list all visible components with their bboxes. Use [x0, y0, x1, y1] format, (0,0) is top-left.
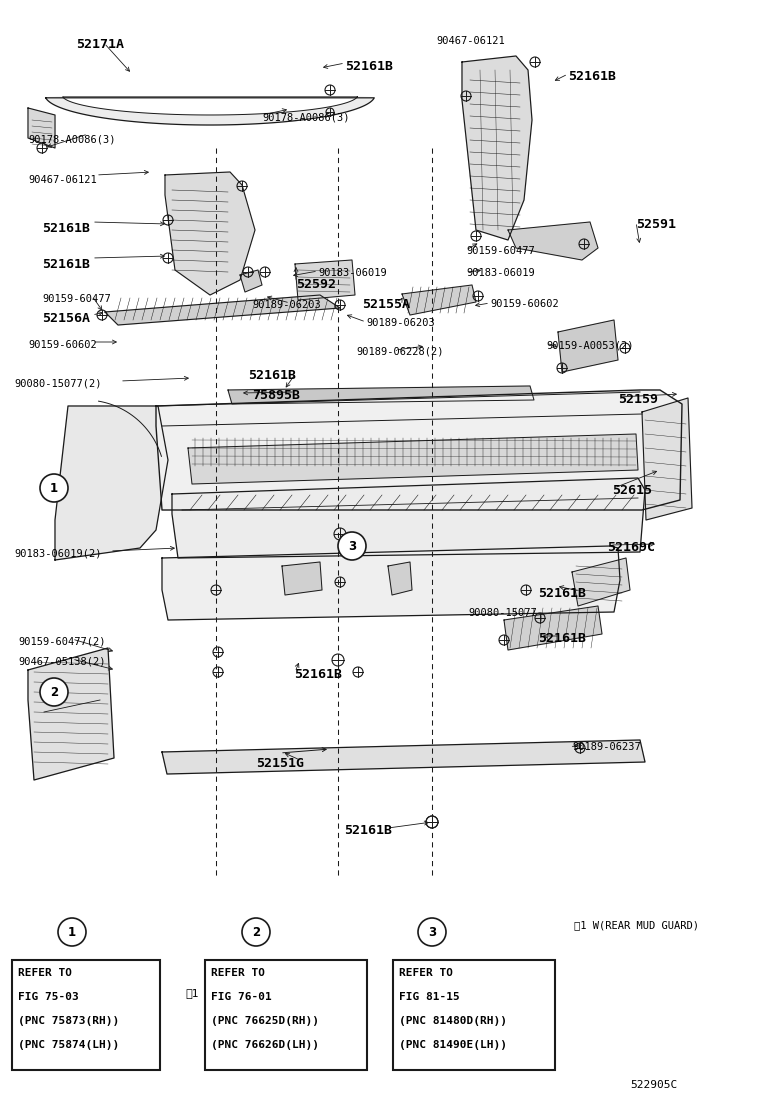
Text: 90189-06203: 90189-06203 — [252, 300, 321, 310]
Text: 90159-60477: 90159-60477 — [466, 246, 535, 256]
Polygon shape — [28, 648, 114, 780]
Circle shape — [418, 919, 446, 946]
Text: 90159-60602: 90159-60602 — [490, 299, 559, 309]
Text: 52591: 52591 — [636, 218, 676, 231]
Text: 52161B: 52161B — [294, 668, 342, 681]
Text: 90159-60602: 90159-60602 — [28, 340, 97, 350]
Text: 90467-06121: 90467-06121 — [28, 175, 97, 185]
Text: 52161B: 52161B — [344, 824, 392, 837]
Text: 52171A: 52171A — [76, 38, 124, 51]
Text: 90159-A0053(2): 90159-A0053(2) — [546, 340, 634, 350]
Polygon shape — [402, 285, 476, 315]
Polygon shape — [508, 222, 598, 260]
Text: 52151G: 52151G — [256, 757, 304, 770]
Text: 52161B: 52161B — [568, 70, 616, 83]
Text: 90183-06019(2): 90183-06019(2) — [14, 548, 102, 558]
Text: (PNC 81490E(LH)): (PNC 81490E(LH)) — [399, 1040, 507, 1050]
Text: FIG 81-15: FIG 81-15 — [399, 992, 460, 1002]
Circle shape — [242, 919, 270, 946]
Polygon shape — [46, 97, 374, 125]
Polygon shape — [162, 546, 620, 620]
Text: 52161B: 52161B — [345, 60, 393, 73]
Polygon shape — [388, 562, 412, 595]
Polygon shape — [240, 270, 262, 292]
Polygon shape — [172, 478, 645, 558]
Text: 52615: 52615 — [612, 484, 652, 497]
Text: 3: 3 — [348, 539, 356, 553]
Text: FIG 76-01: FIG 76-01 — [211, 992, 272, 1002]
Text: 52161B: 52161B — [42, 258, 90, 271]
Text: REFER TO: REFER TO — [399, 969, 453, 977]
Text: 52161B: 52161B — [538, 632, 586, 645]
Text: 90467-05138(2): 90467-05138(2) — [18, 656, 106, 666]
Polygon shape — [228, 386, 534, 404]
Text: (PNC 75873(RH)): (PNC 75873(RH)) — [18, 1016, 119, 1026]
Text: (PNC 76625D(RH)): (PNC 76625D(RH)) — [211, 1016, 319, 1026]
Text: 52592: 52592 — [296, 278, 336, 291]
Text: (PNC 75874(LH)): (PNC 75874(LH)) — [18, 1040, 119, 1050]
Text: 75895B: 75895B — [252, 389, 300, 403]
Polygon shape — [165, 172, 255, 295]
Text: 2: 2 — [252, 925, 260, 939]
Polygon shape — [295, 260, 355, 300]
Polygon shape — [156, 390, 682, 510]
Polygon shape — [188, 434, 638, 484]
Text: 3: 3 — [428, 925, 436, 939]
Text: 522905C: 522905C — [630, 1080, 677, 1090]
Text: ※1 W(REAR MUD GUARD): ※1 W(REAR MUD GUARD) — [574, 920, 699, 930]
Circle shape — [40, 678, 68, 706]
Circle shape — [338, 532, 366, 560]
Text: 90178-A0086(3): 90178-A0086(3) — [28, 135, 116, 143]
Text: 90467-06121: 90467-06121 — [436, 36, 505, 46]
Text: 90183-06019: 90183-06019 — [318, 268, 387, 278]
Text: 90189-06228(2): 90189-06228(2) — [356, 347, 444, 357]
Text: REFER TO: REFER TO — [211, 969, 265, 977]
Text: ※1: ※1 — [185, 987, 198, 997]
Text: 90159-60477: 90159-60477 — [42, 294, 111, 304]
Text: 90080-15077: 90080-15077 — [468, 608, 537, 618]
Text: 90080-15077(2): 90080-15077(2) — [14, 378, 102, 388]
FancyBboxPatch shape — [12, 960, 160, 1070]
Text: 52156A: 52156A — [42, 312, 90, 325]
Text: 52161B: 52161B — [248, 369, 296, 383]
Polygon shape — [504, 606, 602, 651]
Polygon shape — [572, 558, 630, 606]
Text: 52169C: 52169C — [607, 542, 655, 554]
Text: REFER TO: REFER TO — [18, 969, 72, 977]
Text: FIG 75-03: FIG 75-03 — [18, 992, 79, 1002]
Text: 52159: 52159 — [618, 393, 658, 406]
Text: 52161B: 52161B — [538, 587, 586, 600]
Polygon shape — [558, 320, 618, 373]
Polygon shape — [282, 562, 322, 595]
Text: 90189-06203: 90189-06203 — [366, 318, 435, 328]
Polygon shape — [462, 56, 532, 240]
Text: 52161B: 52161B — [42, 222, 90, 235]
Text: 2: 2 — [50, 685, 58, 698]
Text: 52155A: 52155A — [362, 298, 410, 311]
Text: 1: 1 — [50, 481, 58, 495]
Text: (PNC 76626D(LH)): (PNC 76626D(LH)) — [211, 1040, 319, 1050]
Polygon shape — [55, 406, 168, 560]
FancyBboxPatch shape — [205, 960, 367, 1070]
Text: 90178-A0086(3): 90178-A0086(3) — [262, 112, 350, 122]
Polygon shape — [105, 295, 340, 325]
Polygon shape — [28, 108, 55, 148]
Circle shape — [40, 474, 68, 502]
Text: 90189-06237: 90189-06237 — [572, 742, 641, 752]
Circle shape — [58, 919, 86, 946]
Text: 90159-60477(2): 90159-60477(2) — [18, 636, 106, 646]
Text: 1: 1 — [68, 925, 76, 939]
Text: 90183-06019: 90183-06019 — [466, 268, 535, 278]
Polygon shape — [642, 398, 692, 520]
Text: (PNC 81480D(RH)): (PNC 81480D(RH)) — [399, 1016, 507, 1026]
Polygon shape — [162, 739, 645, 774]
FancyBboxPatch shape — [393, 960, 555, 1070]
